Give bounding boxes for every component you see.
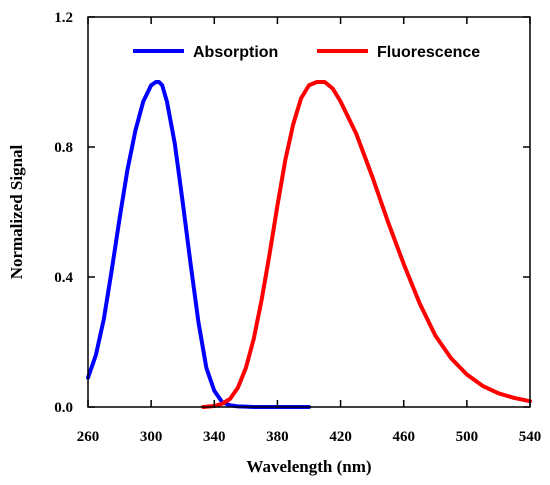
y-tick-label: 0.8 (54, 140, 73, 156)
legend: Absorption Fluorescence (133, 44, 480, 61)
x-tick-label: 420 (329, 429, 352, 445)
y-axis-title: Normalized Signal (7, 144, 26, 279)
x-tick-label: 300 (140, 429, 163, 445)
plot-frame (87, 16, 531, 408)
y-tick-label: 0.0 (54, 400, 73, 416)
legend-label-fluorescence: Fluorescence (377, 44, 480, 61)
legend-label-absorption: Absorption (193, 44, 278, 61)
x-tick-label: 260 (77, 429, 100, 445)
x-axis: 260 300 340 380 420 460 500 540 (77, 17, 542, 445)
x-tick-label: 380 (266, 429, 289, 445)
x-axis-title: Wavelength (nm) (246, 457, 371, 476)
y-axis: 0.0 0.4 0.8 1.2 (54, 10, 530, 416)
x-tick-label: 540 (519, 429, 542, 445)
x-tick-label: 460 (392, 429, 415, 445)
y-tick-label: 1.2 (54, 10, 73, 26)
series-lines (86, 80, 532, 409)
series-line-fluorescence (201, 80, 532, 409)
x-tick-label: 340 (203, 429, 226, 445)
x-tick-label: 500 (456, 429, 479, 445)
series-line-absorption (86, 80, 311, 409)
y-tick-label: 0.4 (54, 270, 73, 286)
